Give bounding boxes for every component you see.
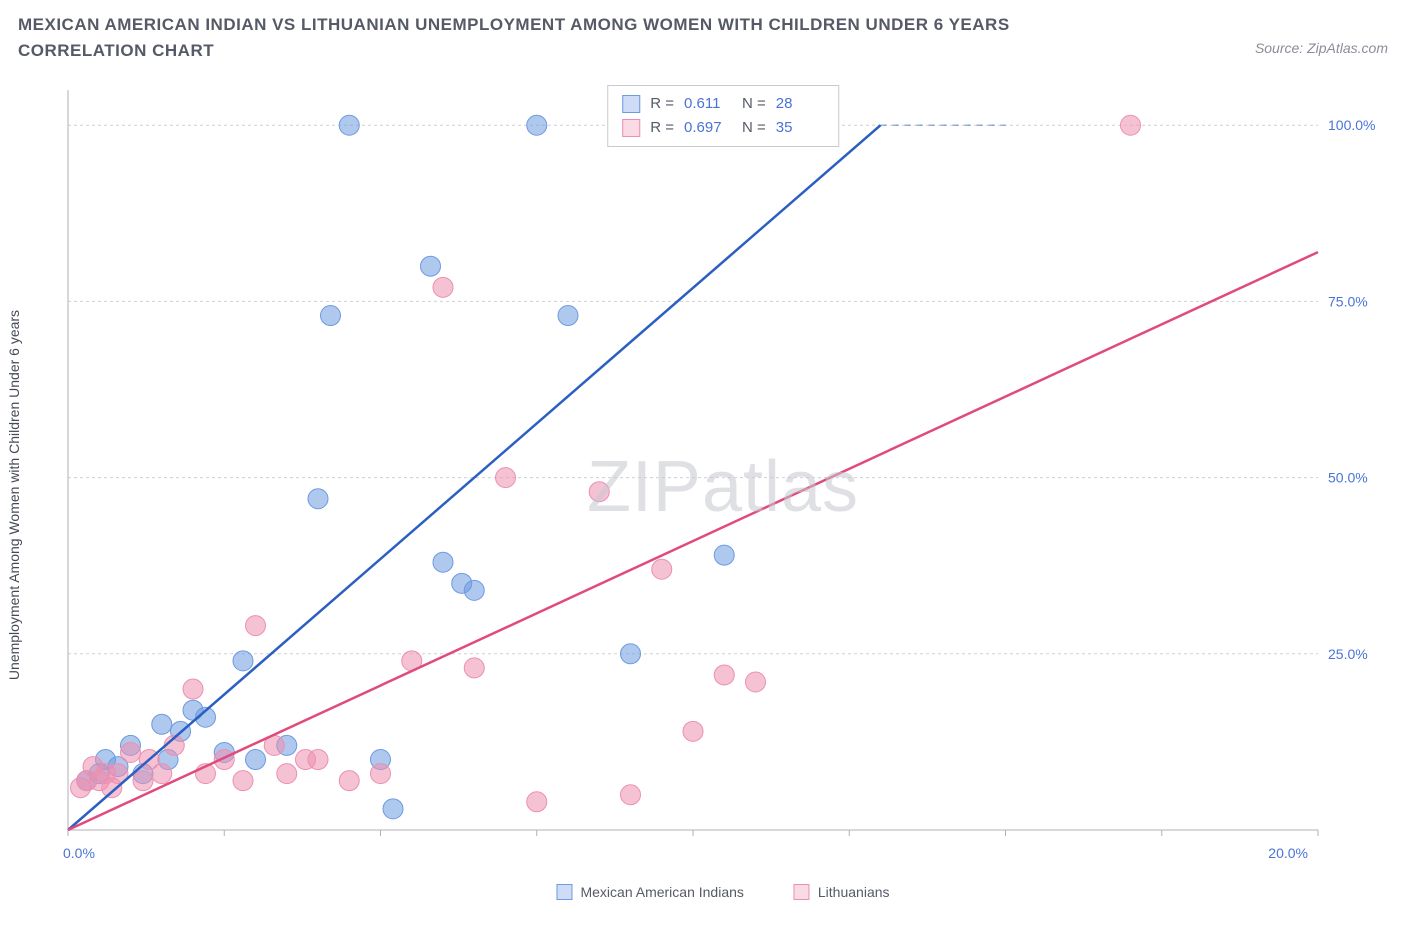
svg-text:20.0%: 20.0% <box>1268 845 1308 861</box>
r-label: R = <box>650 92 674 116</box>
n-label: N = <box>742 116 766 140</box>
legend-label: Lithuanians <box>818 884 890 900</box>
scatter-plot-svg: 25.0% 50.0% 75.0% 100.0% 0.0% 20.0% <box>58 80 1388 880</box>
svg-text:0.0%: 0.0% <box>63 845 95 861</box>
legend-swatch-icon <box>622 119 640 137</box>
legend-swatch-icon <box>556 884 572 900</box>
svg-text:75.0%: 75.0% <box>1328 293 1368 309</box>
y-axis-label: Unemployment Among Women with Children U… <box>6 310 22 680</box>
r-value: 0.697 <box>684 116 732 140</box>
n-value: 28 <box>776 92 824 116</box>
correlation-row-1: R = 0.611 N = 28 <box>622 92 824 116</box>
correlation-row-2: R = 0.697 N = 35 <box>622 116 824 140</box>
svg-text:25.0%: 25.0% <box>1328 646 1368 662</box>
legend-swatch-icon <box>622 95 640 113</box>
chart-container: Unemployment Among Women with Children U… <box>58 80 1388 910</box>
legend-item-1: Lithuanians <box>794 884 890 900</box>
n-value: 35 <box>776 116 824 140</box>
legend-swatch-icon <box>794 884 810 900</box>
n-label: N = <box>742 92 766 116</box>
legend-label: Mexican American Indians <box>580 884 743 900</box>
svg-text:100.0%: 100.0% <box>1328 117 1375 133</box>
svg-text:50.0%: 50.0% <box>1328 470 1368 486</box>
source-attribution: Source: ZipAtlas.com <box>1255 12 1388 56</box>
chart-title: MEXICAN AMERICAN INDIAN VS LITHUANIAN UN… <box>18 12 1118 63</box>
series-legend: Mexican American Indians Lithuanians <box>556 884 889 900</box>
correlation-legend: R = 0.611 N = 28 R = 0.697 N = 35 <box>607 85 839 147</box>
r-value: 0.611 <box>684 92 732 116</box>
legend-item-0: Mexican American Indians <box>556 884 743 900</box>
r-label: R = <box>650 116 674 140</box>
